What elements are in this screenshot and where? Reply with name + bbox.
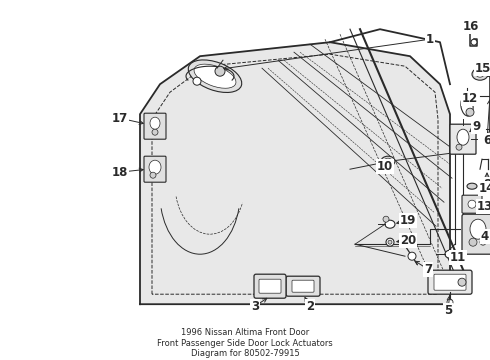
Text: 9: 9	[472, 120, 480, 133]
FancyBboxPatch shape	[450, 124, 476, 154]
Ellipse shape	[457, 129, 469, 145]
FancyBboxPatch shape	[462, 195, 482, 213]
Text: 11: 11	[450, 251, 466, 264]
Ellipse shape	[215, 66, 225, 76]
Text: 19: 19	[400, 214, 416, 227]
Text: 8: 8	[483, 178, 490, 191]
Ellipse shape	[471, 39, 477, 45]
Ellipse shape	[461, 96, 473, 116]
FancyBboxPatch shape	[254, 274, 286, 298]
Polygon shape	[140, 42, 450, 304]
FancyBboxPatch shape	[144, 113, 166, 139]
Text: 17: 17	[112, 112, 128, 125]
Ellipse shape	[385, 220, 395, 228]
Ellipse shape	[469, 238, 477, 246]
Text: 3: 3	[251, 300, 259, 313]
Text: 2: 2	[306, 300, 314, 313]
Ellipse shape	[408, 252, 416, 260]
Ellipse shape	[467, 183, 477, 189]
Text: 14: 14	[479, 182, 490, 195]
Ellipse shape	[149, 160, 161, 174]
Ellipse shape	[381, 156, 395, 166]
Ellipse shape	[383, 216, 389, 222]
FancyBboxPatch shape	[462, 214, 490, 254]
Ellipse shape	[386, 238, 394, 246]
Ellipse shape	[466, 108, 474, 116]
Ellipse shape	[152, 129, 158, 135]
Text: 16: 16	[463, 20, 479, 33]
Text: 15: 15	[475, 62, 490, 75]
Ellipse shape	[150, 172, 156, 178]
Ellipse shape	[150, 117, 160, 129]
Ellipse shape	[193, 77, 201, 85]
Ellipse shape	[384, 158, 392, 164]
Text: 20: 20	[400, 234, 416, 247]
Ellipse shape	[388, 240, 392, 244]
Text: 1: 1	[426, 33, 434, 46]
Ellipse shape	[468, 200, 476, 208]
FancyBboxPatch shape	[286, 276, 320, 296]
Ellipse shape	[458, 278, 466, 286]
Text: 13: 13	[477, 200, 490, 213]
Ellipse shape	[447, 299, 453, 305]
Ellipse shape	[456, 144, 462, 150]
Text: 6: 6	[483, 134, 490, 147]
Ellipse shape	[445, 250, 455, 258]
Ellipse shape	[480, 239, 486, 245]
Text: 12: 12	[462, 92, 478, 105]
Ellipse shape	[470, 219, 486, 239]
Text: 10: 10	[377, 160, 393, 173]
FancyBboxPatch shape	[434, 274, 466, 290]
Text: 4: 4	[481, 230, 489, 243]
FancyBboxPatch shape	[292, 280, 314, 292]
Ellipse shape	[472, 68, 488, 80]
Text: 1996 Nissan Altima Front Door
Front Passenger Side Door Lock Actuators
Diagram f: 1996 Nissan Altima Front Door Front Pass…	[157, 328, 333, 358]
Text: 18: 18	[112, 166, 128, 179]
Ellipse shape	[188, 60, 242, 93]
FancyBboxPatch shape	[428, 270, 472, 294]
Text: 5: 5	[444, 304, 452, 317]
FancyBboxPatch shape	[144, 156, 166, 182]
Ellipse shape	[476, 71, 484, 77]
Ellipse shape	[194, 64, 236, 88]
FancyBboxPatch shape	[259, 279, 281, 293]
Text: 7: 7	[424, 263, 432, 276]
